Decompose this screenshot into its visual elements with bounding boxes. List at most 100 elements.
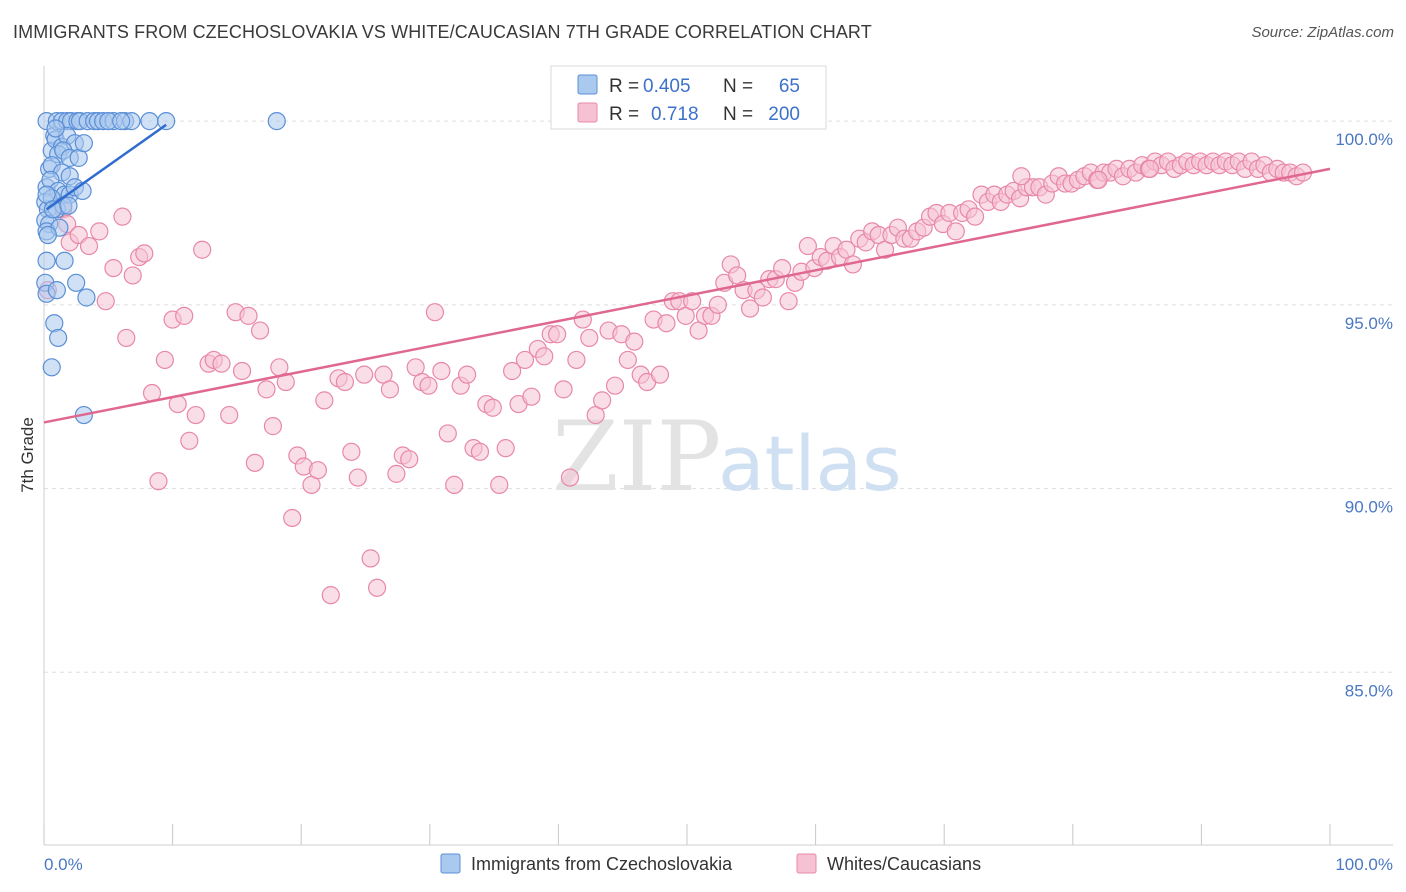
data-point-whites: [283, 508, 302, 528]
y-tick-label: 85.0%: [1345, 681, 1393, 700]
data-point-czech: [49, 328, 68, 348]
data-point-whites: [180, 431, 199, 450]
data-point-czech: [67, 273, 86, 292]
data-point-czech: [37, 251, 56, 270]
data-point-whites: [96, 292, 115, 311]
data-point-whites: [367, 578, 387, 597]
data-point-whites: [496, 439, 515, 458]
data-point-whites: [1012, 167, 1031, 186]
data-point-whites: [946, 222, 965, 241]
data-point-whites: [117, 328, 136, 348]
data-point-whites: [965, 207, 985, 226]
data-point-whites: [400, 450, 419, 469]
bottom-legend-swatch-czech: [440, 853, 461, 874]
data-point-whites: [245, 453, 265, 472]
top-legend: R = 0.405 N = 65 R = 0.718 N = 200: [550, 65, 827, 130]
source-credit: Source: ZipAtlas.com: [1251, 24, 1394, 41]
y-axis-title: 7th Grade: [18, 417, 37, 493]
series-czech-points: [36, 112, 286, 425]
data-point-whites: [554, 380, 573, 399]
data-point-czech: [77, 288, 96, 307]
data-point-whites: [593, 391, 612, 410]
data-point-whites: [135, 244, 154, 263]
data-point-whites: [753, 288, 772, 307]
x-tick-label-max: 100.0%: [1335, 855, 1393, 874]
data-point-czech: [267, 112, 286, 131]
y-tick-label: 100.0%: [1335, 130, 1393, 149]
data-point-whites: [355, 365, 374, 384]
trend-line-whites: [43, 167, 1331, 424]
data-point-whites: [123, 266, 142, 285]
legend-r-label-whites: R =: [609, 104, 639, 125]
data-point-whites: [186, 405, 205, 425]
data-point-whites: [625, 332, 644, 351]
chart-title: IMMIGRANTS FROM CZECHOSLOVAKIA VS WHITE/…: [13, 22, 872, 42]
data-point-whites: [779, 292, 798, 311]
data-point-whites: [315, 391, 334, 410]
data-point-whites: [79, 236, 99, 256]
legend-swatch-czech: [577, 74, 598, 95]
data-point-czech: [46, 119, 65, 138]
data-point-whites: [232, 361, 252, 381]
data-point-whites: [149, 472, 168, 491]
data-point-whites: [560, 468, 580, 487]
data-point-whites: [250, 321, 270, 340]
grid-lines: [44, 120, 1393, 673]
data-point-whites: [380, 380, 400, 399]
data-point-whites: [798, 236, 817, 256]
data-point-whites: [308, 461, 328, 480]
watermark-atlas: atlas: [718, 419, 902, 508]
x-tick-marks: [43, 824, 1331, 845]
data-point-whites: [239, 306, 258, 325]
data-point-whites: [257, 380, 276, 399]
data-point-whites: [220, 405, 239, 425]
data-point-czech: [59, 196, 78, 215]
data-point-whites: [90, 222, 109, 241]
data-point-whites: [387, 464, 406, 483]
data-point-whites: [522, 387, 541, 406]
legend-r-label-czech: R =: [609, 76, 639, 97]
data-point-whites: [419, 376, 438, 395]
data-point-whites: [457, 365, 477, 384]
data-point-whites: [535, 347, 554, 366]
data-point-whites: [548, 325, 567, 344]
data-point-whites: [657, 314, 676, 333]
data-point-whites: [113, 207, 132, 226]
y-tick-labels: 85.0% 90.0% 95.0% 100.0%: [1335, 130, 1393, 700]
watermark: ZIP atlas: [552, 401, 902, 513]
y-tick-label: 90.0%: [1345, 498, 1393, 517]
data-point-whites: [335, 372, 355, 392]
legend-r-value-czech: 0.405: [643, 76, 691, 97]
data-point-czech: [38, 225, 57, 245]
data-point-whites: [1089, 170, 1108, 190]
legend-r-value-whites: 0.718: [651, 104, 699, 125]
data-point-whites: [503, 361, 522, 381]
data-point-whites: [490, 475, 509, 494]
data-point-whites: [438, 424, 457, 443]
data-point-whites: [425, 303, 445, 322]
data-point-whites: [573, 310, 592, 329]
data-point-whites: [445, 475, 464, 494]
series-whites-points: [38, 152, 1313, 605]
data-point-whites: [515, 350, 535, 370]
data-point-whites: [618, 350, 637, 370]
watermark-zip: ZIP: [552, 401, 721, 513]
data-point-whites: [342, 442, 361, 461]
bottom-legend-swatch-whites: [796, 853, 817, 874]
legend-n-label-czech: N =: [723, 76, 753, 97]
bottom-legend-label-whites: Whites/Caucasians: [827, 854, 981, 874]
data-point-whites: [212, 354, 231, 373]
data-point-czech: [157, 112, 176, 131]
data-point-whites: [773, 258, 792, 278]
data-point-whites: [193, 240, 212, 259]
data-point-whites: [483, 398, 502, 417]
data-point-czech: [47, 281, 66, 300]
x-tick-label-min: 0.0%: [44, 855, 83, 874]
data-point-whites: [348, 468, 367, 487]
data-point-whites: [321, 586, 340, 605]
data-point-whites: [361, 549, 380, 568]
data-point-czech: [140, 112, 159, 131]
data-point-whites: [432, 361, 451, 381]
legend-n-label-whites: N =: [723, 104, 753, 125]
